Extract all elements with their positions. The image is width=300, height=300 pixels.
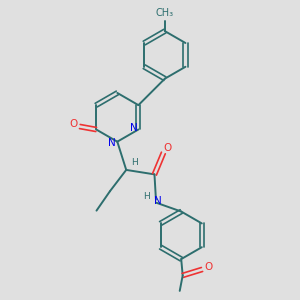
Text: CH₃: CH₃	[156, 8, 174, 18]
Text: H: H	[143, 192, 150, 201]
Text: N: N	[130, 123, 138, 133]
Text: O: O	[69, 118, 77, 128]
Text: O: O	[204, 262, 213, 272]
Text: O: O	[164, 142, 172, 153]
Text: N: N	[108, 138, 116, 148]
Text: N: N	[154, 196, 161, 206]
Text: H: H	[131, 158, 138, 167]
